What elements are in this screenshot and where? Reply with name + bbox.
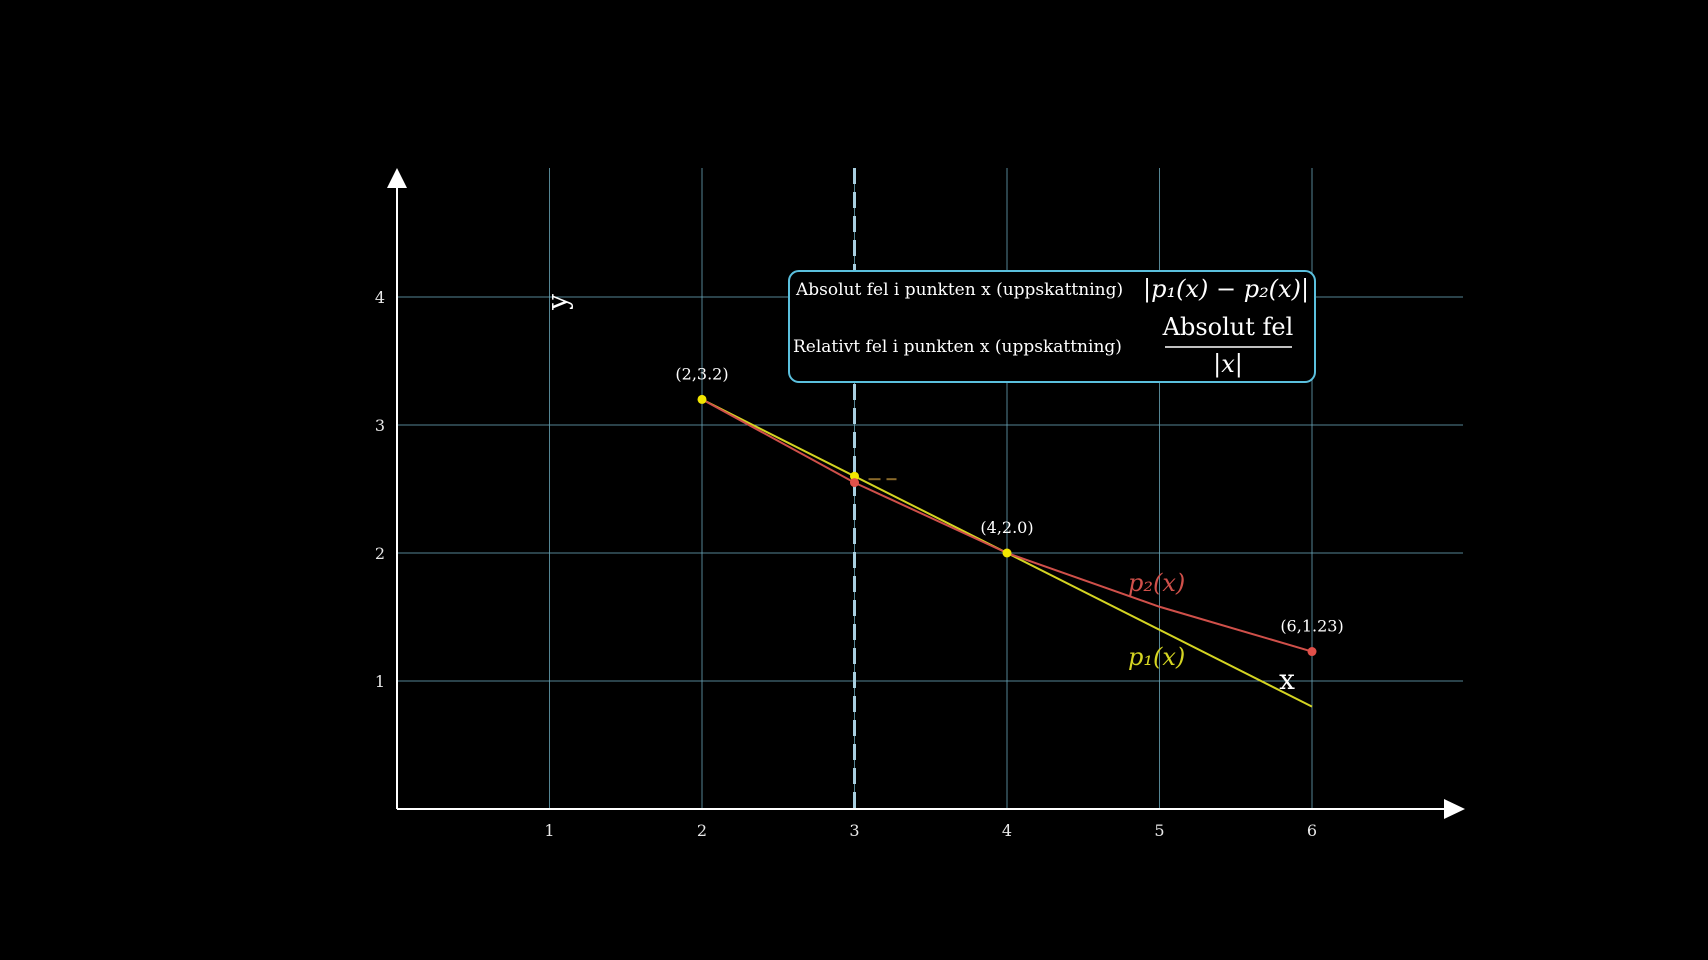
data-point-5 — [850, 478, 859, 488]
data-point-2 — [1002, 548, 1012, 558]
data-point-3 — [1307, 647, 1317, 657]
legend-line1-text: Absolut fel i punkten x (uppskattning) — [795, 280, 1123, 300]
data-points — [697, 394, 1317, 657]
legend-line2-text: Relativt fel i punkten x (uppskattning) — [793, 337, 1122, 357]
y-tick-label-3: 3 — [375, 416, 385, 435]
y-axis-label: y — [541, 294, 574, 311]
legend-line1-math: |p₁(x) − p₂(x)| — [1143, 275, 1309, 304]
x-axis-label: x — [1279, 663, 1295, 696]
x-tick-label-4: 4 — [1002, 821, 1012, 840]
point-label-2: (4,2.0) — [980, 518, 1033, 537]
point-label-1: (2,3.2) — [675, 364, 728, 383]
y-tick-label-1: 1 — [375, 672, 385, 691]
y-tick-label-4: 4 — [375, 288, 385, 307]
tick-labels: 1 2 3 4 5 6 1 2 3 4 — [375, 288, 1317, 840]
axes — [387, 168, 1465, 819]
x-tick-label-6: 6 — [1307, 821, 1317, 840]
legend-fraction-numerator: Absolut fel — [1162, 313, 1294, 341]
x-tick-label-1: 1 — [544, 821, 554, 840]
x-tick-label-3: 3 — [849, 821, 859, 840]
point-label-3: (6,1.23) — [1280, 617, 1343, 636]
legend-box: Absolut fel i punkten x (uppskattning) |… — [788, 270, 1316, 383]
x-axis-arrow — [1444, 799, 1465, 819]
series-label-p1: p₁(x) — [1128, 643, 1185, 671]
y-tick-label-2: 2 — [375, 544, 385, 563]
legend-fraction-denominator: |x| — [1213, 350, 1243, 379]
point-labels: (2,3.2) (4,2.0) (6,1.23) — [675, 364, 1343, 635]
x-tick-label-2: 2 — [697, 821, 707, 840]
data-point-1 — [697, 394, 707, 404]
data-point-4 — [850, 471, 859, 481]
x-tick-label-5: 5 — [1154, 821, 1164, 840]
series-label-p2: p₂(x) — [1128, 569, 1185, 597]
y-axis-arrow — [387, 168, 407, 188]
